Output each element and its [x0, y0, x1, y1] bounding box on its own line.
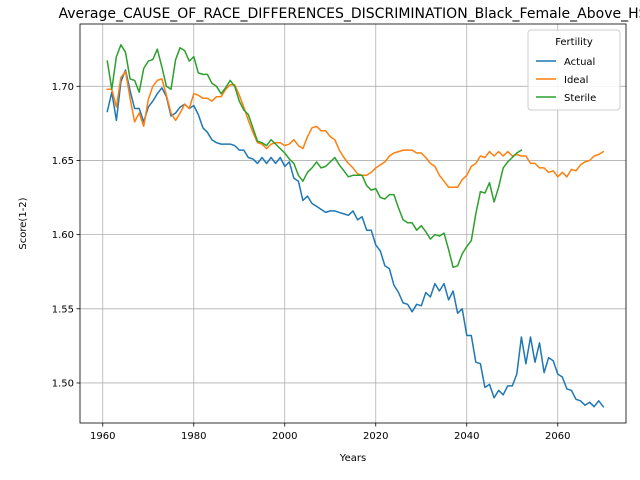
legend: Fertility Actual Ideal Sterile: [527, 29, 621, 111]
legend-title: Fertility: [555, 37, 593, 48]
x-tick-label: 2020: [363, 431, 388, 442]
series-line-actual: [106, 69, 605, 408]
x-tick-label: 1980: [181, 431, 206, 442]
x-tick-label: 2060: [545, 431, 570, 442]
chart-title: Average_CAUSE_OF_RACE_DIFFERENCES_DISCRI…: [58, 6, 640, 22]
x-tick-label: 1960: [90, 431, 115, 442]
x-axis-label: Years: [339, 453, 366, 464]
series-line-ideal: [106, 70, 605, 188]
series-line-sterile: [106, 44, 523, 269]
y-tick-label: 1.55: [52, 304, 74, 315]
plot-frame: [79, 23, 627, 424]
y-tick-label: 1.70: [52, 82, 74, 93]
x-tick-label: 2040: [454, 431, 479, 442]
series-lines: [106, 44, 605, 408]
legend-label-actual: Actual: [564, 57, 595, 68]
x-axis-ticks: 1960 1980 2000 2020 2040 2060: [90, 423, 570, 442]
y-tick-label: 1.50: [52, 378, 74, 389]
legend-box: [527, 29, 621, 111]
y-axis-ticks: 1.50 1.55 1.60 1.65 1.70: [52, 82, 80, 389]
y-tick-label: 1.60: [52, 230, 74, 241]
x-tick-label: 2000: [272, 431, 297, 442]
legend-label-ideal: Ideal: [564, 75, 588, 86]
legend-label-sterile: Sterile: [564, 93, 596, 104]
y-axis-label: Score(1-2): [18, 197, 29, 249]
y-tick-label: 1.65: [52, 156, 74, 167]
